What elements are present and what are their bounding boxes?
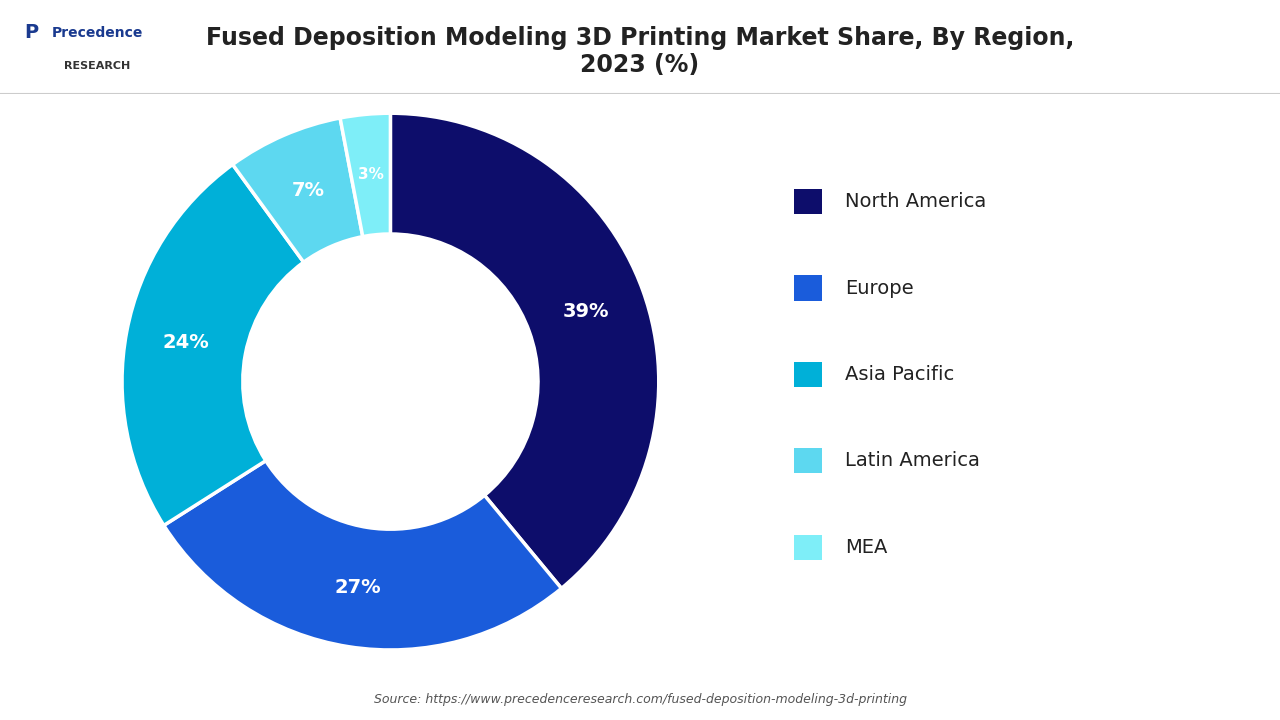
Wedge shape xyxy=(233,118,362,262)
Text: North America: North America xyxy=(845,192,986,211)
Text: 24%: 24% xyxy=(163,333,210,352)
Wedge shape xyxy=(164,461,562,650)
Wedge shape xyxy=(340,113,390,237)
Text: Fused Deposition Modeling 3D Printing Market Share, By Region,
2023 (%): Fused Deposition Modeling 3D Printing Ma… xyxy=(206,26,1074,77)
Text: 3%: 3% xyxy=(358,167,384,182)
Text: Europe: Europe xyxy=(845,279,914,297)
Wedge shape xyxy=(122,164,303,526)
Text: 27%: 27% xyxy=(334,577,381,597)
Wedge shape xyxy=(390,113,659,588)
Text: P: P xyxy=(24,23,38,42)
Text: Latin America: Latin America xyxy=(845,451,979,470)
Text: 7%: 7% xyxy=(292,181,324,200)
Text: Source: https://www.precedenceresearch.com/fused-deposition-modeling-3d-printing: Source: https://www.precedenceresearch.c… xyxy=(374,693,906,706)
Text: MEA: MEA xyxy=(845,538,887,557)
Text: 39%: 39% xyxy=(563,302,609,320)
Text: RESEARCH: RESEARCH xyxy=(64,60,131,71)
Text: Precedence: Precedence xyxy=(51,26,143,40)
Text: Asia Pacific: Asia Pacific xyxy=(845,365,954,384)
